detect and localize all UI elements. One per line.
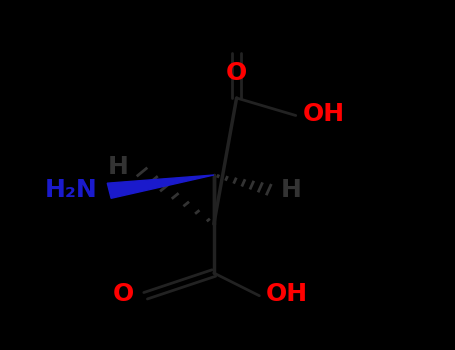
Text: O: O xyxy=(226,61,247,85)
Text: OH: OH xyxy=(266,282,308,306)
Polygon shape xyxy=(107,175,214,198)
Text: H: H xyxy=(281,178,302,202)
Text: H₂N: H₂N xyxy=(45,178,98,202)
Text: H: H xyxy=(107,155,128,179)
Text: O: O xyxy=(113,282,134,306)
Text: OH: OH xyxy=(303,103,345,126)
